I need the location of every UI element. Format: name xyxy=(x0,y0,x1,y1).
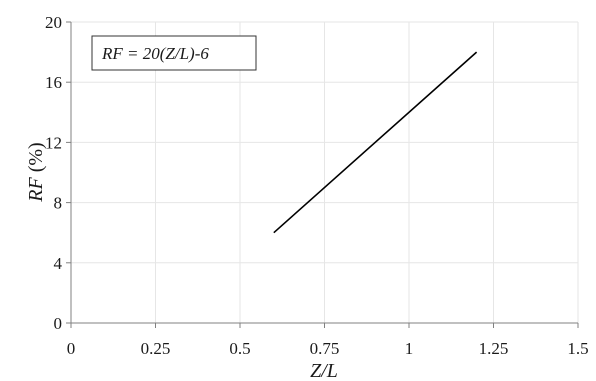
series-line xyxy=(273,51,478,234)
x-tick-labels: 0 0.25 0.5 0.75 1 1.25 1.5 xyxy=(67,339,589,358)
y-axis-title: RF (%) xyxy=(25,142,47,202)
y-axis-title-variable: RF xyxy=(25,176,47,202)
y-tick-label: 8 xyxy=(54,194,63,213)
y-tick-label: 12 xyxy=(45,133,62,152)
y-tick-label: 16 xyxy=(45,73,62,92)
x-tick-label: 0 xyxy=(67,339,76,358)
y-tick-label: 4 xyxy=(54,254,63,273)
equation-box xyxy=(91,35,257,71)
x-tick-label: 1.25 xyxy=(479,339,509,358)
x-tick-label: 1.5 xyxy=(567,339,588,358)
equation-text: RF = 20(Z/L)-6 xyxy=(101,44,209,63)
equation-annotation: RF = 20(Z/L)-6 xyxy=(91,35,257,71)
x-tick-label: 0.5 xyxy=(229,339,250,358)
x-tick-label: 0.75 xyxy=(310,339,340,358)
x-tick-label: 1 xyxy=(405,339,414,358)
y-tick-labels: 0 4 8 12 16 20 xyxy=(45,13,63,333)
grid-lines xyxy=(71,21,579,323)
y-tick-label: 0 xyxy=(54,314,63,333)
x-tick-label: 0.25 xyxy=(141,339,171,358)
x-axis-title: Z/L xyxy=(310,360,338,381)
y-axis-title-unit: (%) xyxy=(25,142,47,177)
y-tick-label: 20 xyxy=(45,13,62,32)
axes xyxy=(66,21,579,328)
series-group xyxy=(273,51,478,234)
